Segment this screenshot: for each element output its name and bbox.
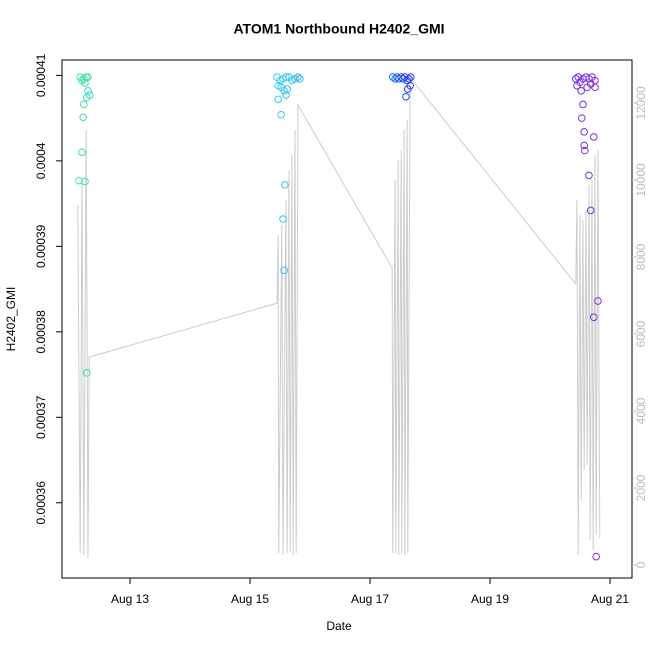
- point: [84, 86, 92, 95]
- point: [277, 110, 285, 119]
- y2-tick-label: 4000: [634, 397, 648, 424]
- point: [282, 91, 290, 99]
- x-tick-label: Aug 19: [471, 592, 509, 606]
- point: [580, 146, 589, 155]
- y2-tick-label: 8000: [634, 243, 648, 270]
- point: [294, 73, 302, 81]
- y-tick-label: 0.00039: [34, 224, 48, 268]
- x-tick-label: Aug 15: [231, 592, 269, 606]
- y2-tick-label: 6000: [634, 320, 648, 347]
- point: [84, 73, 92, 81]
- x-tick-label: Aug 17: [351, 592, 389, 606]
- point: [282, 73, 290, 81]
- point: [573, 81, 581, 90]
- y-tick-label: 0.00037: [34, 395, 48, 439]
- point: [274, 95, 282, 104]
- point: [279, 215, 287, 223]
- point: [580, 128, 588, 136]
- x-tick-label: Aug 21: [591, 592, 629, 606]
- y-tick-label: 0.00036: [34, 481, 48, 525]
- point: [280, 180, 289, 189]
- y-tick-label: 0.0004: [34, 142, 48, 179]
- point: [78, 148, 86, 157]
- point: [402, 92, 410, 101]
- point: [397, 73, 405, 81]
- point: [82, 369, 91, 377]
- point: [280, 266, 288, 275]
- point: [79, 75, 88, 83]
- point: [592, 552, 600, 561]
- y-tick-label: 0.00041: [34, 53, 48, 97]
- point: [577, 86, 585, 95]
- y2-tick-label: 0: [634, 561, 648, 568]
- point: [403, 85, 412, 93]
- point: [85, 91, 94, 99]
- point: [75, 176, 83, 185]
- point: [295, 75, 304, 83]
- point: [589, 133, 598, 141]
- point: [579, 100, 587, 109]
- chart-title: ATOM1 Northbound H2402_GMI: [233, 21, 444, 37]
- y2-tick-label: 2000: [634, 474, 648, 501]
- line-series: [77, 74, 601, 558]
- point: [81, 79, 89, 87]
- x-tick-label: Aug 13: [111, 592, 149, 606]
- y-tick-label: 0.00038: [34, 310, 48, 354]
- point: [586, 206, 595, 215]
- point: [574, 73, 582, 81]
- y2-tick-label: 10000: [634, 163, 648, 197]
- point: [399, 75, 407, 83]
- point: [406, 73, 415, 81]
- y2-tick-label: 12000: [634, 86, 648, 120]
- point: [580, 141, 588, 150]
- y-axis-label: H2402_GMI: [4, 287, 18, 352]
- x-axis-label: Date: [326, 619, 352, 633]
- point: [79, 113, 87, 122]
- point: [79, 100, 88, 109]
- point: [585, 171, 593, 180]
- plot-frame: [61, 59, 633, 579]
- point: [577, 114, 586, 122]
- point: [589, 313, 598, 322]
- point: [81, 177, 89, 186]
- point: [594, 297, 602, 305]
- point: [591, 83, 599, 92]
